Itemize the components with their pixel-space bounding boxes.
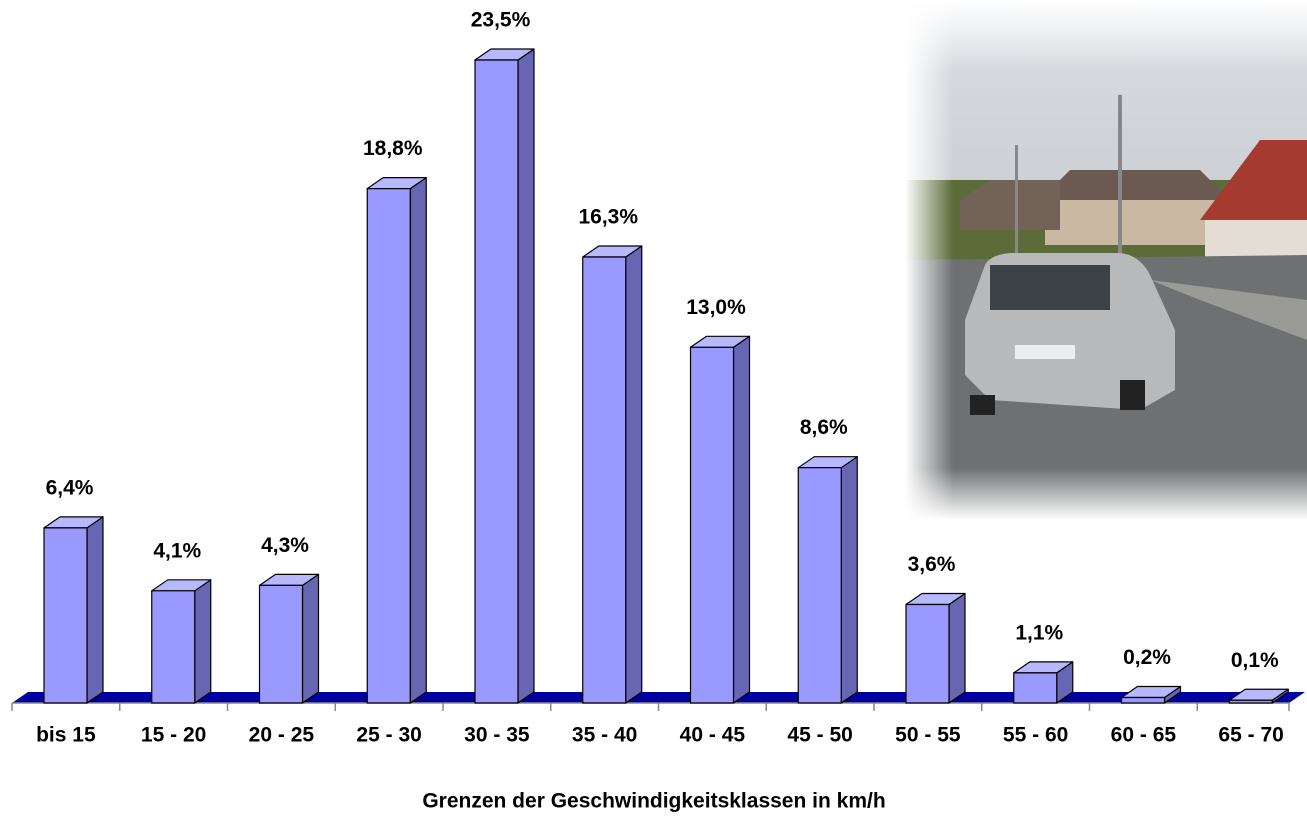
value-label: 8,6% xyxy=(800,416,848,439)
bar xyxy=(1120,685,1182,704)
bar-face xyxy=(366,188,411,704)
bar-face xyxy=(194,579,212,704)
bar-face xyxy=(689,346,735,704)
x-tick-label: 65 - 70 xyxy=(1218,724,1283,747)
value-label: 23,5% xyxy=(471,9,531,32)
value-label: 18,8% xyxy=(363,137,423,160)
x-tick-label: 15 - 20 xyxy=(141,724,206,747)
bar-face xyxy=(151,590,196,704)
bar xyxy=(151,579,212,704)
x-tick-label: 45 - 50 xyxy=(787,724,852,747)
value-label: 0,1% xyxy=(1231,649,1279,672)
bar-face xyxy=(905,603,950,704)
bar-face xyxy=(86,516,104,704)
bar-face xyxy=(517,48,535,704)
bar-face xyxy=(948,592,966,704)
bar-face xyxy=(1013,672,1058,704)
bar-face xyxy=(409,177,427,704)
x-axis-title: Grenzen der Geschwindigkeitsklassen in k… xyxy=(422,790,885,813)
value-label: 0,2% xyxy=(1123,646,1171,669)
bar xyxy=(582,245,643,704)
bar xyxy=(258,573,320,704)
bar xyxy=(43,516,104,704)
bar-face xyxy=(797,467,842,704)
value-label: 1,1% xyxy=(1015,621,1063,644)
value-label: 3,6% xyxy=(908,553,956,576)
value-label: 6,4% xyxy=(46,476,94,499)
bar xyxy=(905,592,966,704)
bar-face xyxy=(43,527,88,704)
photo xyxy=(905,0,1307,520)
x-tick-label: 30 - 35 xyxy=(464,724,530,747)
bar-face xyxy=(1228,699,1273,704)
bar xyxy=(1228,688,1289,704)
bar-face xyxy=(1120,696,1166,704)
bar-face xyxy=(301,573,320,704)
x-tick-label: 55 - 60 xyxy=(1003,724,1068,747)
bar xyxy=(474,48,535,704)
bar xyxy=(1013,661,1074,704)
value-label: 4,3% xyxy=(261,534,309,557)
value-label: 13,0% xyxy=(686,296,746,319)
x-tick-label: 50 - 55 xyxy=(895,724,961,747)
bar-face xyxy=(625,245,643,704)
x-tick-label: 60 - 65 xyxy=(1111,724,1177,747)
x-tick-label: 25 - 30 xyxy=(356,724,421,747)
x-tick-label: 20 - 25 xyxy=(249,724,315,747)
bar xyxy=(797,456,858,704)
bar xyxy=(366,177,427,704)
bar-face xyxy=(732,335,751,704)
x-tick-label: 35 - 40 xyxy=(572,724,637,747)
bar-face xyxy=(840,456,858,704)
value-label: 16,3% xyxy=(578,206,638,229)
floor xyxy=(12,692,1305,703)
x-tick-label: 40 - 45 xyxy=(680,724,746,747)
bar xyxy=(689,335,751,704)
bar-face xyxy=(582,256,627,704)
value-label: 4,1% xyxy=(153,539,201,562)
bar-face xyxy=(474,59,519,704)
x-tick-label: bis 15 xyxy=(36,724,96,747)
bar-face xyxy=(258,584,304,704)
